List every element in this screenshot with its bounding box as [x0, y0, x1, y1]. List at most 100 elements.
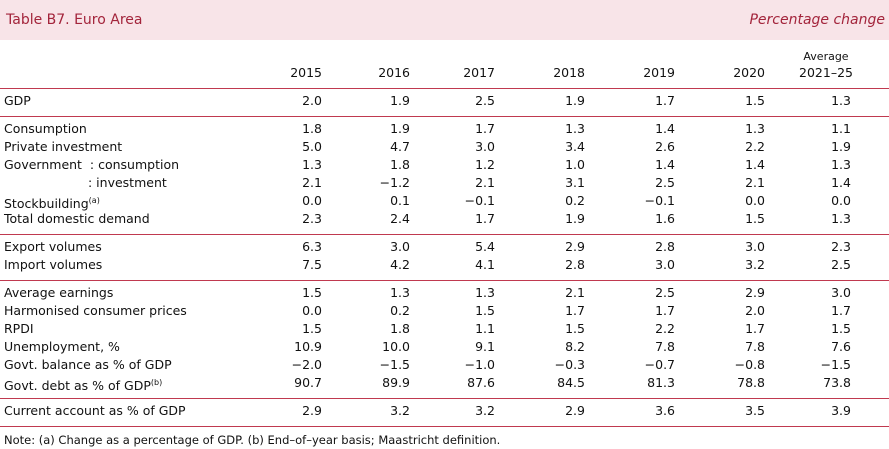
cell-value: 1.5 — [302, 285, 322, 300]
row-label-text: Government : consumption — [4, 157, 180, 172]
footnote-marker: (b) — [150, 378, 163, 387]
cell-value: 1.2 — [475, 157, 495, 172]
row-label: GDP — [4, 93, 31, 109]
cell-value: 10.9 — [294, 339, 322, 354]
note: Note: (a) Change as a percentage of GDP.… — [4, 433, 501, 447]
row-label: Govt. debt as % of GDP(b) — [4, 375, 162, 394]
cell-value: 2.9 — [565, 403, 585, 418]
cell-value: 7.8 — [655, 339, 675, 354]
cell-value: 7.8 — [745, 339, 765, 354]
cell-value: 2.5 — [475, 93, 495, 108]
footnote-marker: (a) — [88, 196, 100, 205]
cell-value: 1.4 — [745, 157, 765, 172]
cell-value: 1.3 — [390, 285, 410, 300]
column-header: 2021–25 — [799, 65, 853, 80]
row-label-text: Stockbuilding — [4, 196, 89, 212]
cell-value: 2.2 — [655, 321, 675, 336]
cell-value: 1.7 — [655, 93, 675, 108]
row-label: RPDI — [4, 321, 34, 337]
cell-value: 78.8 — [737, 375, 765, 390]
header-band: Table B7. Euro Area Percentage change — [0, 0, 889, 40]
cell-value: −0.3 — [554, 357, 585, 372]
cell-value: 0.0 — [831, 193, 851, 208]
cell-value: 7.6 — [831, 339, 851, 354]
row-label: Govt. balance as % of GDP — [4, 357, 172, 373]
cell-value: 73.8 — [823, 375, 851, 390]
cell-value: 1.9 — [565, 93, 585, 108]
cell-value: 1.9 — [565, 211, 585, 226]
cell-value: 90.7 — [294, 375, 322, 390]
cell-value: 2.9 — [745, 285, 765, 300]
cell-value: 1.5 — [302, 321, 322, 336]
row-label: Harmonised consumer prices — [4, 303, 187, 319]
cell-value: 1.1 — [475, 321, 495, 336]
cell-value: 3.2 — [475, 403, 495, 418]
cell-value: 3.2 — [745, 257, 765, 272]
cell-value: 1.8 — [390, 157, 410, 172]
row-label: Total domestic demand — [4, 211, 150, 227]
cell-value: 0.2 — [565, 193, 585, 208]
row-label: Import volumes — [4, 257, 102, 273]
rule — [0, 116, 889, 117]
row-label-text: Total domestic demand — [4, 211, 150, 226]
cell-value: 3.1 — [565, 175, 585, 190]
cell-value: 1.7 — [831, 303, 851, 318]
cell-value: 2.5 — [655, 285, 675, 300]
row-label-text: Import volumes — [4, 257, 103, 272]
cell-value: 6.3 — [302, 239, 322, 254]
cell-value: 2.1 — [475, 175, 495, 190]
cell-value: 7.5 — [302, 257, 322, 272]
cell-value: 89.9 — [382, 375, 410, 390]
column-header: 2020 — [733, 65, 765, 80]
column-header: Average — [803, 50, 849, 63]
cell-value: 4.2 — [390, 257, 410, 272]
column-header: 2016 — [378, 65, 410, 80]
cell-value: 1.0 — [565, 157, 585, 172]
row-label-text: RPDI — [4, 321, 34, 336]
cell-value: 1.7 — [475, 121, 495, 136]
row-label-text: Current account as % of GDP — [4, 403, 186, 418]
cell-value: −1.2 — [379, 175, 410, 190]
row-label: : investment — [88, 175, 167, 191]
cell-value: 1.3 — [565, 121, 585, 136]
cell-value: 0.2 — [390, 303, 410, 318]
cell-value: −1.5 — [820, 357, 851, 372]
rule — [0, 398, 889, 399]
row-label-text: GDP — [4, 93, 31, 108]
cell-value: 2.5 — [655, 175, 675, 190]
cell-value: 1.5 — [831, 321, 851, 336]
cell-value: 0.0 — [302, 193, 322, 208]
cell-value: 1.7 — [565, 303, 585, 318]
cell-value: 4.1 — [475, 257, 495, 272]
cell-value: 1.8 — [390, 321, 410, 336]
cell-value: −2.0 — [291, 357, 322, 372]
cell-value: −0.8 — [734, 357, 765, 372]
cell-value: 3.0 — [655, 257, 675, 272]
cell-value: 9.1 — [475, 339, 495, 354]
cell-value: 1.7 — [475, 211, 495, 226]
cell-value: 1.3 — [302, 157, 322, 172]
cell-value: 1.7 — [745, 321, 765, 336]
row-label: Private investment — [4, 139, 122, 155]
row-label-text: Consumption — [4, 121, 87, 136]
row-label-text: Harmonised consumer prices — [4, 303, 187, 318]
cell-value: 1.9 — [831, 139, 851, 154]
cell-value: 3.0 — [831, 285, 851, 300]
subtitle: Percentage change — [749, 12, 885, 28]
column-header: 2019 — [643, 65, 675, 80]
cell-value: −1.5 — [379, 357, 410, 372]
cell-value: 2.6 — [655, 139, 675, 154]
cell-value: 84.5 — [557, 375, 585, 390]
cell-value: 3.0 — [745, 239, 765, 254]
cell-value: 1.5 — [745, 93, 765, 108]
cell-value: 0.0 — [302, 303, 322, 318]
row-label: Unemployment, % — [4, 339, 120, 355]
cell-value: 1.5 — [565, 321, 585, 336]
row-label: Consumption — [4, 121, 87, 137]
cell-value: 1.1 — [831, 121, 851, 136]
cell-value: 1.9 — [390, 121, 410, 136]
rule — [0, 280, 889, 281]
row-label: Stockbuilding(a) — [4, 193, 100, 212]
row-label: Average earnings — [4, 285, 113, 301]
